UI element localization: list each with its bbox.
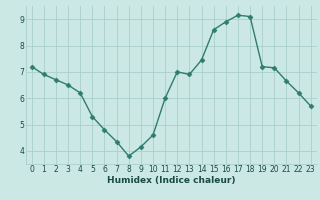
X-axis label: Humidex (Indice chaleur): Humidex (Indice chaleur) bbox=[107, 176, 236, 185]
